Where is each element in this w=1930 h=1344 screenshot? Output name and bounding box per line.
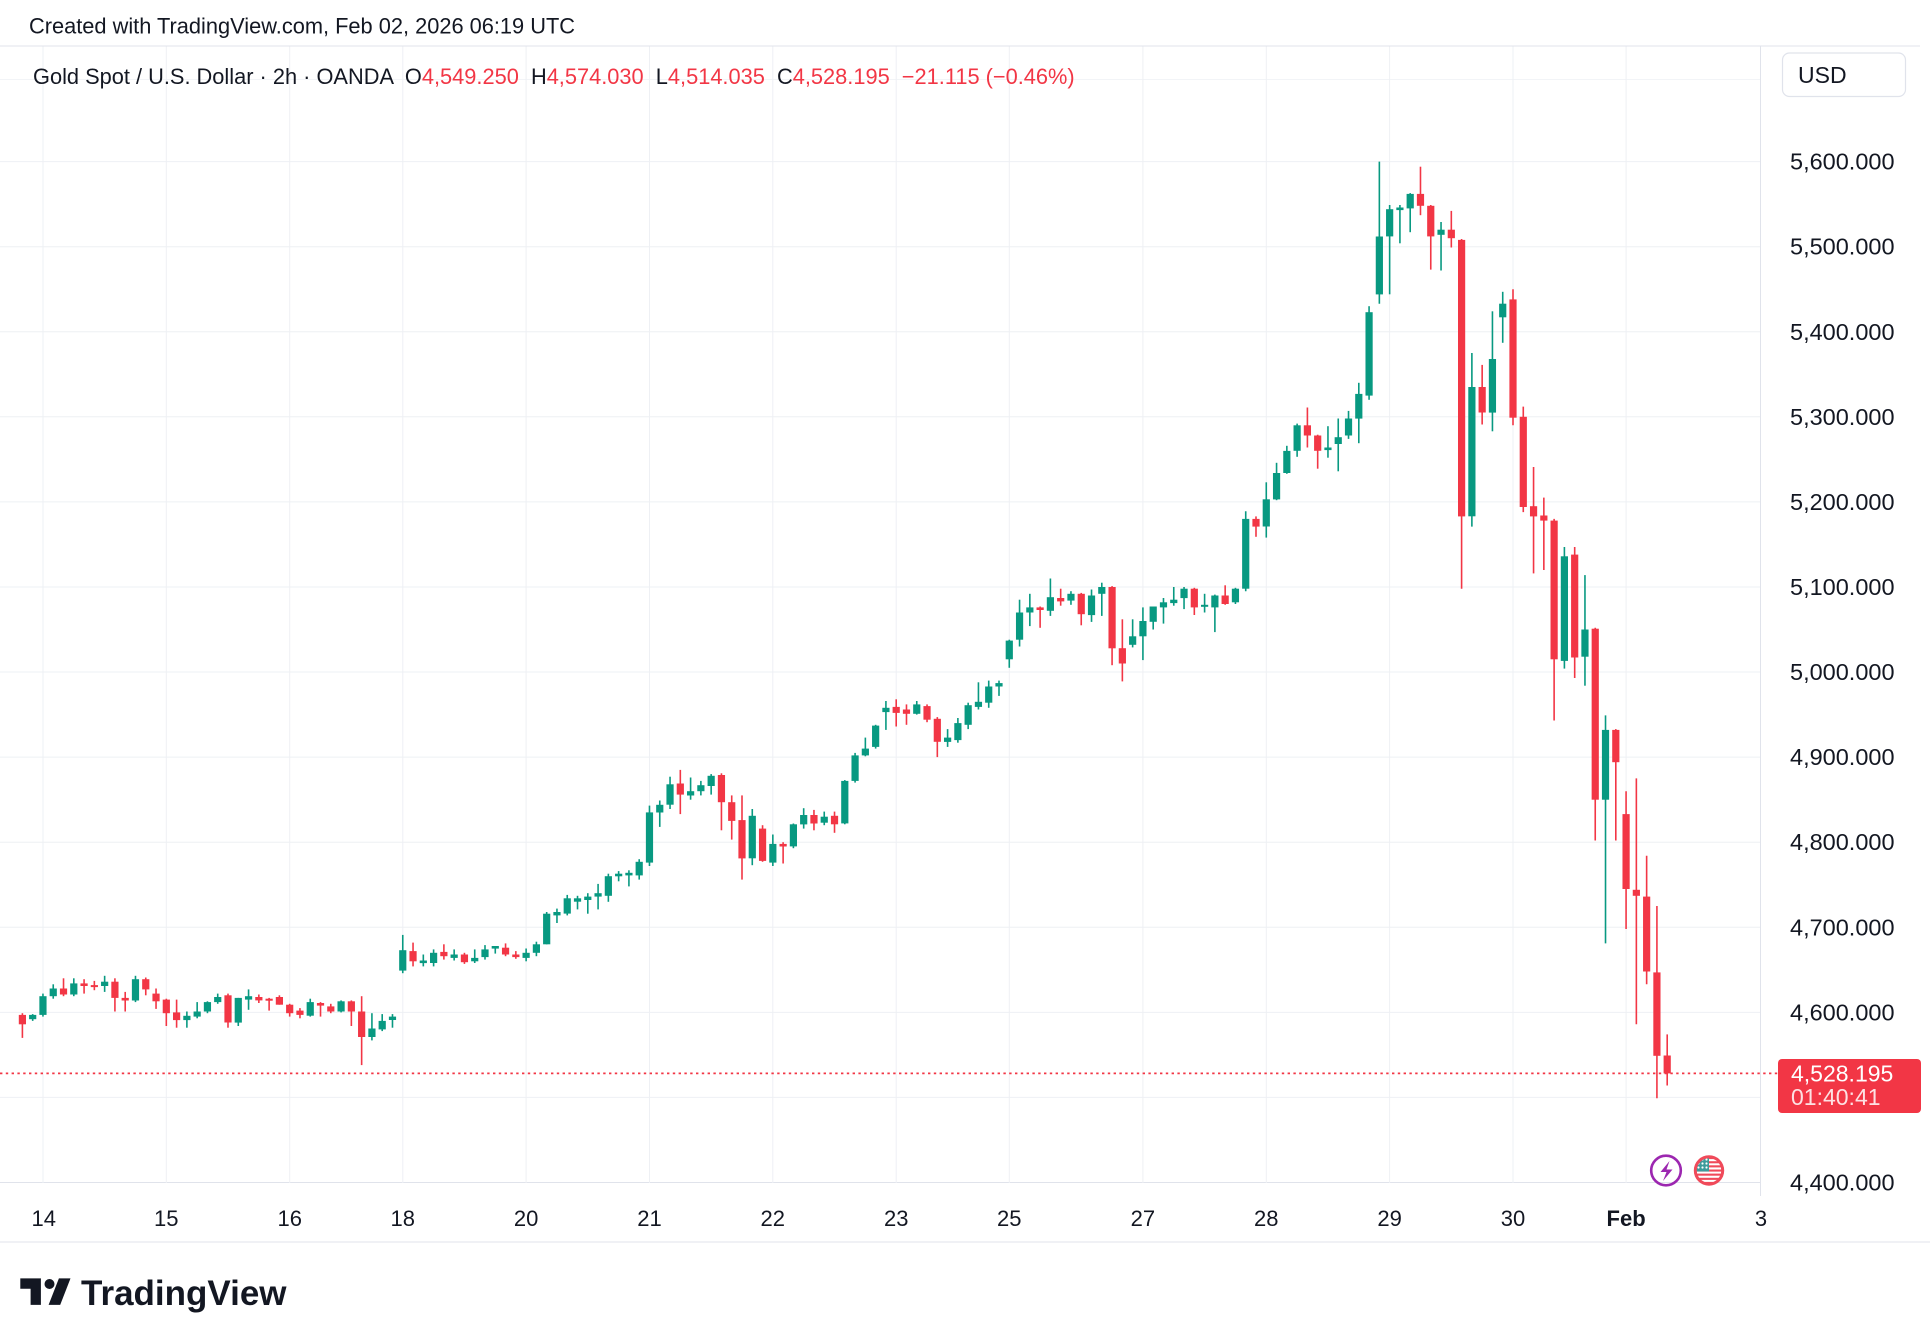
svg-text:4,400.000: 4,400.000	[1790, 1170, 1895, 1196]
svg-text:14: 14	[32, 1206, 56, 1231]
svg-text:5,000.000: 5,000.000	[1790, 659, 1895, 685]
svg-text:Created with TradingView.com,: Created with TradingView.com, Feb 02, 20…	[29, 14, 575, 39]
svg-text:01:40:41: 01:40:41	[1791, 1084, 1881, 1110]
svg-text:4,600.000: 4,600.000	[1790, 999, 1895, 1025]
svg-text:5,300.000: 5,300.000	[1790, 404, 1895, 430]
svg-text:TradingView: TradingView	[81, 1274, 287, 1313]
svg-text:4,700.000: 4,700.000	[1790, 914, 1895, 940]
svg-text:27: 27	[1131, 1206, 1155, 1231]
svg-text:5,600.000: 5,600.000	[1790, 149, 1895, 175]
svg-text:4,800.000: 4,800.000	[1790, 829, 1895, 855]
svg-text:3: 3	[1755, 1206, 1767, 1231]
svg-text:5,200.000: 5,200.000	[1790, 489, 1895, 515]
svg-text:5,100.000: 5,100.000	[1790, 574, 1895, 600]
svg-text:25: 25	[997, 1206, 1021, 1231]
svg-text:30: 30	[1501, 1206, 1525, 1231]
svg-text:22: 22	[761, 1206, 785, 1231]
svg-text:15: 15	[154, 1206, 178, 1231]
svg-text:20: 20	[514, 1206, 538, 1231]
svg-text:4,528.195: 4,528.195	[1791, 1060, 1893, 1086]
svg-text:18: 18	[391, 1206, 415, 1231]
svg-text:23: 23	[884, 1206, 908, 1231]
svg-text:5,400.000: 5,400.000	[1790, 319, 1895, 345]
svg-text:Feb: Feb	[1607, 1206, 1646, 1231]
svg-text:5,500.000: 5,500.000	[1790, 234, 1895, 260]
svg-text:21: 21	[637, 1206, 661, 1231]
svg-text:28: 28	[1254, 1206, 1278, 1231]
svg-text:16: 16	[277, 1206, 301, 1231]
svg-text:29: 29	[1377, 1206, 1401, 1231]
svg-text:USD: USD	[1798, 62, 1847, 88]
svg-text:Gold Spot / U.S. Dollar · 2h ·: Gold Spot / U.S. Dollar · 2h · OANDA O4,…	[33, 64, 1075, 89]
svg-text:4,900.000: 4,900.000	[1790, 744, 1895, 770]
